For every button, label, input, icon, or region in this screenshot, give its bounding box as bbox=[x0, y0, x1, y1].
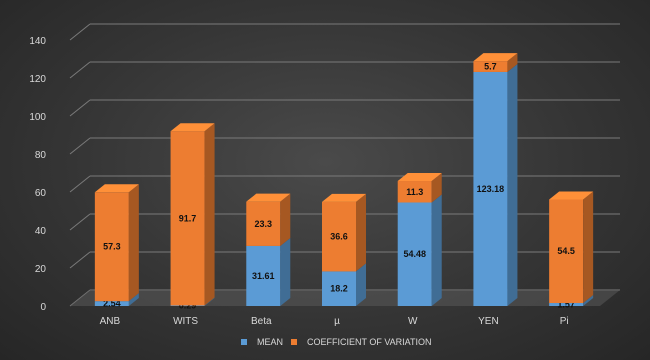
x-tick-label: Pi bbox=[560, 316, 569, 327]
data-label: 0.29 bbox=[179, 301, 197, 311]
bar-mean-side bbox=[204, 297, 215, 306]
data-label: 57.3 bbox=[103, 242, 121, 252]
bar-mean-side bbox=[507, 63, 518, 306]
bar-coefficient-of-variation-front bbox=[322, 201, 356, 272]
bar-top-face bbox=[397, 173, 442, 182]
bar-coefficient-of-variation-front bbox=[549, 199, 584, 304]
gridline-depth bbox=[69, 213, 91, 231]
y-tick-label: 140 bbox=[29, 36, 46, 47]
data-label: 11.3 bbox=[406, 187, 423, 197]
gridline-depth bbox=[69, 61, 91, 79]
data-label: 31.61 bbox=[252, 271, 275, 281]
bar-coefficient-of-variation-front bbox=[170, 131, 205, 306]
y-tick-label: 40 bbox=[35, 226, 47, 237]
bar-mean-side bbox=[583, 295, 594, 306]
bar-mean-front bbox=[94, 301, 129, 306]
x-tick-label: Beta bbox=[251, 316, 272, 327]
x-tick-label: WITS bbox=[173, 316, 198, 327]
data-label: 23.3 bbox=[255, 219, 273, 229]
bar-mean-side bbox=[280, 237, 291, 306]
bar-mean-front bbox=[397, 202, 432, 306]
bar-coefficient-of-variation-side bbox=[280, 193, 291, 246]
bar-coefficient-of-variation-front bbox=[473, 61, 508, 72]
x-tick-label: µ bbox=[334, 316, 340, 327]
gridline-depth bbox=[69, 251, 91, 269]
bar-mean-side bbox=[356, 263, 366, 306]
bar-top-face bbox=[246, 193, 291, 202]
bar-top-face bbox=[94, 184, 139, 193]
x-tick-label: ANB bbox=[100, 316, 121, 327]
x-tick-label: YEN bbox=[478, 316, 499, 327]
gridline-depth bbox=[69, 99, 91, 117]
data-label: 54.48 bbox=[403, 249, 426, 259]
bar-top-face bbox=[549, 191, 594, 200]
bar-coefficient-of-variation-front bbox=[397, 181, 432, 203]
bar-mean-side bbox=[431, 194, 442, 306]
data-label: 91.7 bbox=[179, 213, 197, 223]
bar-mean-front bbox=[170, 305, 205, 306]
data-label: 2.54 bbox=[103, 299, 121, 309]
data-label: 54.5 bbox=[557, 246, 575, 256]
gridline-depth bbox=[69, 23, 91, 41]
bar-top-face bbox=[170, 123, 215, 132]
data-label: 18.2 bbox=[330, 284, 348, 294]
data-label: 1.57 bbox=[557, 300, 575, 310]
y-tick-label: 60 bbox=[35, 188, 47, 199]
data-label: 36.6 bbox=[330, 232, 348, 242]
y-tick-label: 80 bbox=[35, 150, 47, 161]
y-tick-label: 20 bbox=[35, 264, 47, 275]
x-tick-label: W bbox=[408, 316, 418, 327]
bar-coefficient-of-variation-side bbox=[128, 184, 139, 302]
legend-label: MEAN bbox=[257, 337, 283, 347]
gridline-depth bbox=[69, 175, 91, 193]
bar-mean-front bbox=[246, 245, 281, 306]
y-tick-label: 100 bbox=[29, 112, 46, 123]
legend-swatch bbox=[241, 339, 247, 345]
y-tick-label: 120 bbox=[29, 74, 46, 85]
bar-mean-front bbox=[322, 271, 356, 306]
bar-coefficient-of-variation-front bbox=[94, 192, 129, 302]
bar-mean-side bbox=[128, 293, 139, 306]
bar-coefficient-of-variation-side bbox=[431, 173, 442, 203]
bar-coefficient-of-variation-side bbox=[507, 53, 518, 72]
bar-coefficient-of-variation-side bbox=[204, 123, 215, 306]
y-tick-label: 0 bbox=[40, 302, 46, 313]
data-label: 123.18 bbox=[477, 184, 505, 194]
data-label: 5.7 bbox=[484, 62, 497, 72]
bar-top-face bbox=[473, 53, 518, 62]
legend-swatch bbox=[291, 339, 297, 345]
gridline-depth bbox=[69, 137, 91, 155]
bar-coefficient-of-variation-side bbox=[356, 193, 366, 272]
bar-coefficient-of-variation-front bbox=[246, 201, 281, 246]
bar-mean-front bbox=[473, 71, 508, 306]
legend-label: COEFFICIENT OF VARIATION bbox=[307, 337, 432, 347]
bar-coefficient-of-variation-side bbox=[583, 191, 594, 304]
bar-mean-front bbox=[549, 303, 584, 306]
bar-top-face bbox=[322, 193, 366, 202]
